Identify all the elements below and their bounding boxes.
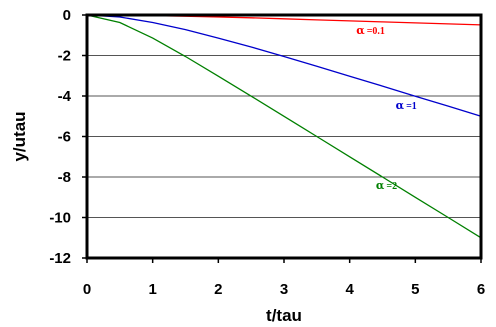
grid-lines (87, 14, 481, 259)
y-tick-label: -6 (58, 129, 71, 146)
series-line (86, 14, 482, 239)
x-tick-label: 2 (214, 281, 222, 298)
y-tick-label: -4 (58, 88, 72, 105)
y-tick-label: -8 (58, 169, 71, 186)
series-label: α =1 (396, 99, 417, 112)
y-tick-label: -10 (49, 210, 71, 227)
series-label-symbol: α (396, 99, 405, 112)
series-label: α =0.1 (356, 24, 385, 37)
x-tick-label: 3 (280, 281, 288, 298)
series-label-value: =1 (406, 101, 417, 112)
x-tick-label: 0 (83, 281, 91, 298)
y-axis-title: y/utau (10, 111, 29, 161)
x-tick-label: 1 (148, 281, 156, 298)
axis-ticks: 0 -2 -4 -6 -8 -10 -12 0 1 2 3 4 5 6 (49, 7, 485, 298)
series-label-value: =2 (386, 181, 397, 192)
series-label-symbol: α (376, 179, 385, 192)
x-tick-label: 6 (477, 281, 485, 298)
series-line (86, 14, 482, 117)
y-tick-label: -12 (49, 250, 71, 267)
x-tick-label: 4 (345, 281, 354, 298)
series-label: α =2 (376, 179, 397, 192)
y-tick-label: -2 (58, 48, 71, 65)
x-axis-title: t/tau (266, 306, 302, 325)
x-tick-label: 5 (411, 281, 419, 298)
series-label-value: =0.1 (367, 26, 385, 37)
series-labels: α =0.1α =1α =2 (356, 24, 417, 192)
series-lines (86, 14, 482, 239)
y-tick-label: 0 (63, 7, 71, 24)
series-label-symbol: α (356, 24, 365, 37)
